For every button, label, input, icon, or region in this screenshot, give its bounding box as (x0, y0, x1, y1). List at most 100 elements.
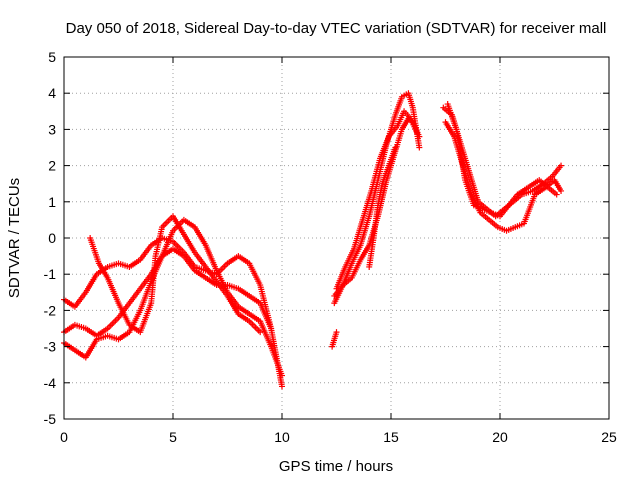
data-point (333, 329, 340, 336)
marker-trace (445, 103, 459, 131)
marker-trace (117, 330, 131, 342)
x-axis-label: GPS time / hours (279, 458, 393, 475)
marker-trace (479, 211, 491, 222)
y-tick-label: 1 (48, 194, 56, 210)
marker-trace (225, 294, 241, 316)
marker-trace (116, 302, 132, 326)
marker-trace (481, 206, 493, 215)
marker-trace (360, 190, 374, 221)
marker-trace (542, 174, 554, 186)
marker-trace (349, 258, 363, 279)
data-point (558, 162, 565, 169)
marker-trace (334, 265, 348, 290)
marker-trace (62, 323, 77, 334)
marker-trace (507, 193, 519, 207)
y-tick-label: -4 (44, 375, 57, 391)
marker-trace (349, 244, 363, 265)
data-point (414, 130, 421, 137)
marker-trace (62, 297, 77, 309)
data-point (279, 383, 285, 390)
x-tick-label: 10 (274, 429, 290, 445)
y-tick-label: -1 (44, 266, 57, 282)
marker-trace (148, 255, 159, 304)
marker-trace (237, 304, 251, 316)
marker-trace (105, 276, 121, 305)
marker-trace (521, 193, 538, 225)
data-point (268, 325, 275, 332)
marker-trace (358, 244, 372, 261)
marker-trace (498, 204, 511, 218)
data-point (392, 144, 399, 151)
marker-trace (370, 204, 381, 239)
marker-trace (351, 218, 366, 250)
y-tick-label: 0 (48, 230, 56, 246)
marker-trace (516, 185, 530, 197)
marker-trace (497, 225, 508, 233)
data-point (257, 329, 264, 336)
marker-trace (95, 333, 109, 342)
x-tick-label: 5 (169, 429, 177, 445)
marker-trace (106, 333, 120, 342)
y-tick-label: -5 (44, 411, 57, 427)
marker-trace (366, 237, 377, 268)
marker-trace (181, 233, 197, 254)
x-tick-label: 15 (383, 429, 399, 445)
marker-trace (258, 302, 274, 330)
marker-trace (341, 276, 354, 287)
marker-trace (386, 146, 398, 167)
marker-trace (406, 92, 416, 109)
x-tick-label: 20 (492, 429, 508, 445)
marker-trace (402, 110, 412, 120)
marker-trace (387, 124, 400, 138)
marker-trace (83, 273, 99, 294)
marker-trace (247, 262, 263, 287)
marker-trace (343, 247, 356, 268)
marker-trace (153, 226, 165, 257)
x-tick-label: 0 (60, 429, 68, 445)
chart-title: Day 050 of 2018, Sidereal Day-to-day VTE… (66, 20, 607, 37)
marker-trace (193, 264, 207, 273)
marker-trace (358, 215, 372, 247)
marker-trace (443, 120, 457, 138)
marker-trace (458, 142, 472, 174)
x-tick-label: 25 (601, 429, 617, 445)
series-track-g (333, 108, 421, 292)
marker-trace (203, 244, 219, 272)
marker-trace (380, 164, 392, 185)
marker-trace (214, 269, 230, 294)
marker-trace (406, 116, 415, 124)
marker-trace (550, 164, 563, 178)
marker-trace (329, 331, 339, 348)
marker-trace (84, 326, 98, 338)
marker-trace (138, 244, 153, 261)
marker-trace (214, 280, 230, 298)
marker-trace (462, 179, 477, 207)
marker-trace (248, 294, 262, 305)
marker-trace (546, 185, 558, 197)
marker-trace (401, 91, 410, 99)
y-axis-label: SDTVAR / TECUs (6, 178, 23, 298)
data-point (553, 191, 560, 198)
marker-trace (138, 280, 154, 312)
data-points (61, 90, 565, 390)
marker-trace (537, 178, 550, 189)
marker-trace (193, 268, 207, 280)
y-tick-label: 4 (48, 85, 56, 101)
marker-trace (226, 282, 240, 291)
marker-trace (171, 240, 186, 254)
marker-trace (204, 265, 219, 283)
marker-trace (377, 135, 392, 160)
marker-trace (73, 291, 88, 308)
marker-trace (366, 179, 381, 218)
marker-trace (248, 312, 262, 324)
marker-trace (552, 178, 563, 193)
marker-trace (128, 323, 142, 334)
marker-trace (106, 316, 120, 330)
marker-trace (514, 221, 525, 230)
marker-trace (520, 188, 534, 197)
axis-ticks: 0 5 10 15 20 25 -5 -4 -3 -2 -1 0 1 2 3 4 5 (44, 49, 617, 445)
y-tick-label: 5 (48, 49, 56, 65)
marker-trace (182, 254, 197, 272)
